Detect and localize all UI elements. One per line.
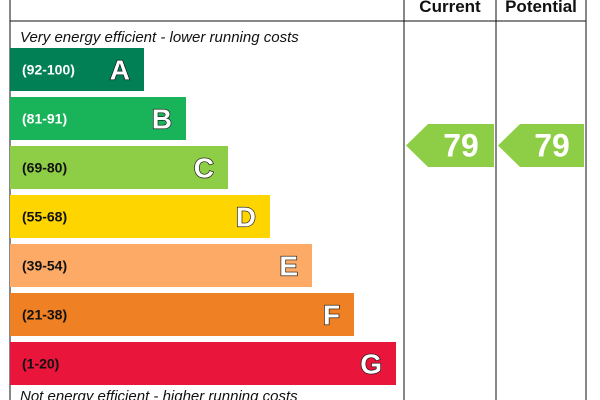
band-a-bar [10, 48, 144, 91]
band-c: (69-80) C [10, 146, 228, 189]
band-g-range: (1-20) [22, 356, 59, 372]
potential-rating-value: 79 [534, 128, 570, 164]
band-e-bar [10, 244, 312, 287]
current-rating-arrow-shape [406, 124, 494, 167]
band-d-range: (55-68) [22, 209, 67, 225]
band-a: (92-100) A [10, 48, 144, 91]
band-e: (39-54) E [10, 244, 312, 287]
rating-arrows: 79 79 [406, 124, 584, 167]
band-g-bar [10, 342, 396, 385]
potential-rating-arrow-shape [498, 124, 584, 167]
rating-bands: (92-100) A (81-91) B (69-80) C (55-68) D (39-54)… [10, 48, 396, 385]
bottom-efficiency-note: Not energy efficient - higher running co… [20, 388, 298, 400]
current-rating-arrow: 79 [406, 124, 494, 167]
band-f-letter: F [323, 300, 340, 331]
band-d: (55-68) D [10, 195, 270, 238]
band-a-letter: A [110, 55, 130, 86]
band-c-range: (69-80) [22, 160, 67, 176]
band-b: (81-91) B [10, 97, 186, 140]
potential-rating-arrow: 79 [498, 124, 584, 167]
potential-column-header: Potential [505, 0, 577, 16]
band-d-letter: D [236, 202, 256, 233]
band-f: (21-38) F [10, 293, 354, 336]
band-d-bar [10, 195, 270, 238]
current-rating-value: 79 [443, 128, 479, 164]
band-c-bar [10, 146, 228, 189]
band-g: (1-20) G [10, 342, 396, 385]
band-e-letter: E [279, 251, 298, 282]
band-f-bar [10, 293, 354, 336]
band-f-range: (21-38) [22, 307, 67, 323]
band-a-range: (92-100) [22, 62, 75, 78]
band-b-range: (81-91) [22, 111, 67, 127]
band-g-letter: G [360, 349, 382, 380]
band-c-letter: C [194, 153, 214, 184]
current-column-header: Current [419, 0, 481, 16]
top-efficiency-note: Very energy efficient - lower running co… [20, 29, 299, 46]
band-b-letter: B [152, 104, 172, 135]
band-b-bar [10, 97, 186, 140]
band-e-range: (39-54) [22, 258, 67, 274]
